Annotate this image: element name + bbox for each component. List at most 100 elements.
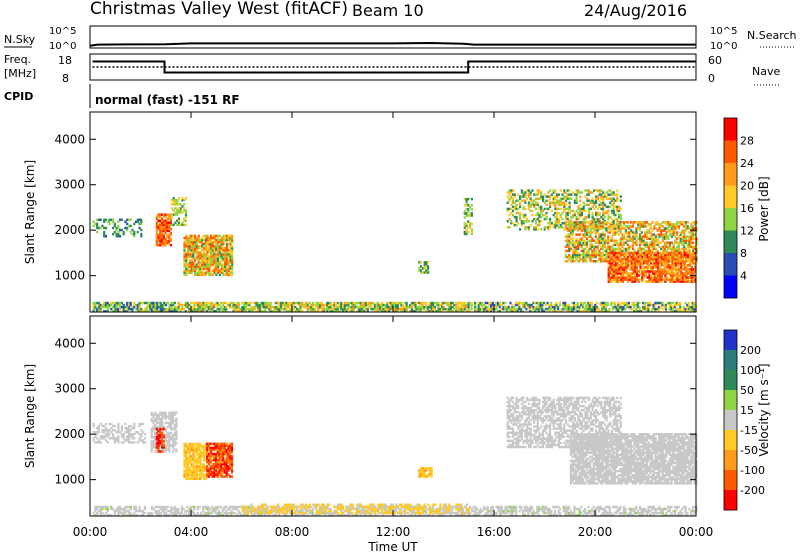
heatmap-cell	[535, 301, 539, 305]
heatmap-cell	[347, 511, 350, 515]
heatmap-cell	[538, 205, 541, 209]
heatmap-cell	[612, 197, 615, 200]
heatmap-cell	[580, 237, 583, 240]
heatmap-cell	[632, 280, 635, 283]
heatmap-cell	[676, 276, 679, 279]
heatmap-cell	[621, 274, 624, 277]
heatmap-cell	[201, 265, 204, 268]
heatmap-cell	[669, 229, 672, 232]
heatmap-cell	[573, 245, 576, 249]
heatmap-cell	[594, 231, 597, 234]
heatmap-cell	[585, 221, 589, 224]
heatmap-cell	[519, 197, 522, 200]
heatmap-cell	[672, 223, 675, 226]
heatmap-cell	[690, 272, 693, 275]
heatmap-cell	[417, 514, 420, 517]
heatmap-cell	[97, 307, 100, 311]
heatmap-cell	[152, 507, 155, 511]
heatmap-cell	[577, 260, 580, 263]
heatmap-cell	[554, 226, 557, 229]
heatmap-cell	[561, 201, 564, 204]
heatmap-cell	[370, 301, 373, 305]
heatmap-cell	[568, 249, 571, 253]
heatmap-cell	[626, 235, 629, 238]
heatmap-cell	[133, 301, 136, 305]
heatmap-cell	[359, 303, 362, 307]
heatmap-cell	[625, 276, 628, 279]
heatmap-cell	[643, 268, 646, 271]
heatmap-cell	[195, 240, 198, 244]
heatmap-cell	[172, 310, 175, 313]
heatmap-cell	[283, 514, 286, 517]
heatmap-cell	[524, 220, 527, 223]
heatmap-cell	[221, 307, 224, 311]
heatmap-cell	[520, 220, 523, 223]
heatmap-cell	[152, 305, 155, 309]
heatmap-cell	[561, 211, 564, 215]
heatmap-cell	[589, 229, 592, 232]
heatmap-cell	[96, 505, 99, 509]
heatmap-cell	[673, 268, 676, 271]
heatmap-cell	[573, 227, 576, 230]
heatmap-cell	[669, 233, 672, 236]
heatmap-cell	[213, 253, 216, 256]
heatmap-cell	[470, 232, 473, 236]
heatmap-cell	[204, 253, 207, 256]
heatmap-cell	[598, 243, 601, 247]
heatmap-cell	[239, 511, 242, 515]
heatmap-cell	[204, 265, 207, 268]
heatmap-cell	[614, 231, 617, 234]
heatmap-cell	[231, 257, 234, 260]
heatmap-cell	[418, 307, 421, 311]
heatmap-cell	[616, 193, 619, 196]
heatmap-cell	[683, 272, 686, 275]
heatmap-cell	[127, 218, 131, 222]
heatmap-cell	[221, 310, 224, 313]
heatmap-cell	[150, 303, 154, 307]
heatmap-cell	[623, 227, 626, 230]
heatmap-cell	[103, 230, 106, 234]
heatmap-cell	[539, 307, 542, 311]
heatmap-cell	[618, 215, 621, 219]
heatmap-cell	[419, 505, 422, 509]
heatmap-cell	[317, 301, 320, 305]
heatmap-cell	[666, 264, 669, 267]
heatmap-cell	[604, 307, 607, 311]
heatmap-cell	[693, 237, 696, 240]
heatmap-cell	[585, 310, 588, 313]
heatmap-cell	[667, 253, 670, 257]
heatmap-cell	[281, 307, 285, 311]
heatmap-cell	[515, 199, 518, 202]
heatmap-cell	[649, 241, 652, 244]
heatmap-cell	[685, 276, 688, 279]
heatmap-cell	[511, 307, 514, 311]
heatmap-cell	[461, 507, 465, 511]
heatmap-cell	[684, 301, 687, 305]
heatmap-cell	[633, 237, 636, 240]
heatmap-cell	[624, 307, 627, 311]
heatmap-cell	[624, 249, 627, 253]
heatmap-cell	[403, 511, 406, 515]
heatmap-cell	[654, 310, 657, 313]
heatmap-cell	[612, 209, 615, 213]
heatmap-cell	[469, 212, 472, 215]
heatmap-cell	[187, 267, 190, 270]
heatmap-cell	[214, 310, 217, 313]
heatmap-cell	[227, 249, 230, 252]
heatmap-cell	[304, 303, 308, 307]
heatmap-cell	[386, 310, 389, 313]
heatmap-cell	[281, 505, 284, 509]
heatmap-cell	[641, 276, 644, 279]
heatmap-cell	[657, 280, 660, 283]
heatmap-cell	[209, 310, 212, 313]
heatmap-cell	[563, 207, 566, 211]
heatmap-cell	[418, 305, 421, 309]
heatmap-cell	[686, 303, 689, 307]
heatmap-cell	[587, 253, 590, 257]
heatmap-cell	[231, 247, 234, 250]
heatmap-cell	[326, 307, 329, 311]
heatmap-cell	[215, 267, 218, 270]
heatmap-cell	[165, 310, 168, 313]
heatmap-cell	[208, 251, 211, 254]
